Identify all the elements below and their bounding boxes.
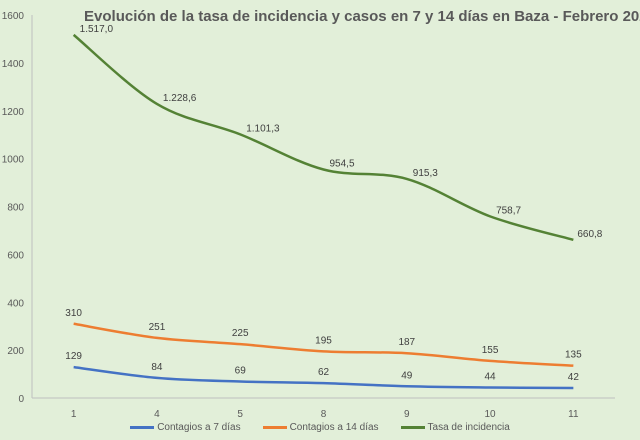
legend-label: Contagios a 7 días <box>157 422 241 433</box>
data-label: 758,7 <box>496 205 521 216</box>
data-label: 42 <box>568 372 580 383</box>
y-tick-label: 1600 <box>2 11 25 22</box>
data-label: 69 <box>235 365 247 376</box>
x-tick-label: 9 <box>404 409 410 420</box>
data-label: 195 <box>315 335 332 346</box>
data-label: 251 <box>149 322 166 333</box>
data-label: 954,5 <box>330 159 355 170</box>
legend-swatch <box>400 426 425 429</box>
y-tick-label: 800 <box>7 203 24 214</box>
x-tick-label: 11 <box>568 409 579 420</box>
series-line-1 <box>73 322 574 367</box>
y-tick-label: 1400 <box>2 59 25 70</box>
legend-swatch <box>130 426 155 429</box>
legend-item-14-dias: Contagios a 14 días <box>262 422 379 433</box>
data-label: 1.101,3 <box>246 123 280 134</box>
data-label: 62 <box>318 367 330 378</box>
x-tick-label: 4 <box>154 409 160 420</box>
x-tick-label: 1 <box>71 409 77 420</box>
data-label: 310 <box>65 308 82 319</box>
data-label: 129 <box>65 351 82 362</box>
legend: Contagios a 7 días Contagios a 14 días T… <box>0 422 640 433</box>
y-tick-label: 600 <box>7 250 24 261</box>
y-tick-label: 1200 <box>2 107 25 118</box>
data-label: 187 <box>398 337 415 348</box>
series-line-0 <box>73 365 574 390</box>
legend-label: Contagios a 14 días <box>289 422 379 433</box>
legend-item-tasa: Tasa de incidencia <box>400 422 510 433</box>
data-label: 84 <box>151 362 163 373</box>
chart-title: Evolución de la tasa de incidencia y cas… <box>84 8 640 25</box>
data-label: 1.228,6 <box>163 93 197 104</box>
y-tick-label: 400 <box>7 298 24 309</box>
data-label: 915,3 <box>413 168 438 179</box>
legend-swatch <box>262 426 287 429</box>
legend-label: Tasa de incidencia <box>427 422 510 433</box>
x-tick-label: 8 <box>321 409 327 420</box>
y-tick-label: 200 <box>7 346 24 357</box>
series-line-2 <box>72 33 574 242</box>
data-label: 49 <box>401 370 413 381</box>
data-label: 155 <box>482 345 499 356</box>
y-tick-label: 0 <box>18 394 24 405</box>
data-label: 225 <box>232 328 249 339</box>
data-label: 135 <box>565 350 582 361</box>
y-tick-label: 1000 <box>2 155 25 166</box>
x-tick-label: 10 <box>485 409 497 420</box>
data-label: 44 <box>485 371 497 382</box>
x-tick-label: 5 <box>237 409 243 420</box>
data-label: 1.517,0 <box>80 24 114 35</box>
data-label: 660,8 <box>577 229 602 240</box>
legend-item-7-dias: Contagios a 7 días <box>130 422 241 433</box>
